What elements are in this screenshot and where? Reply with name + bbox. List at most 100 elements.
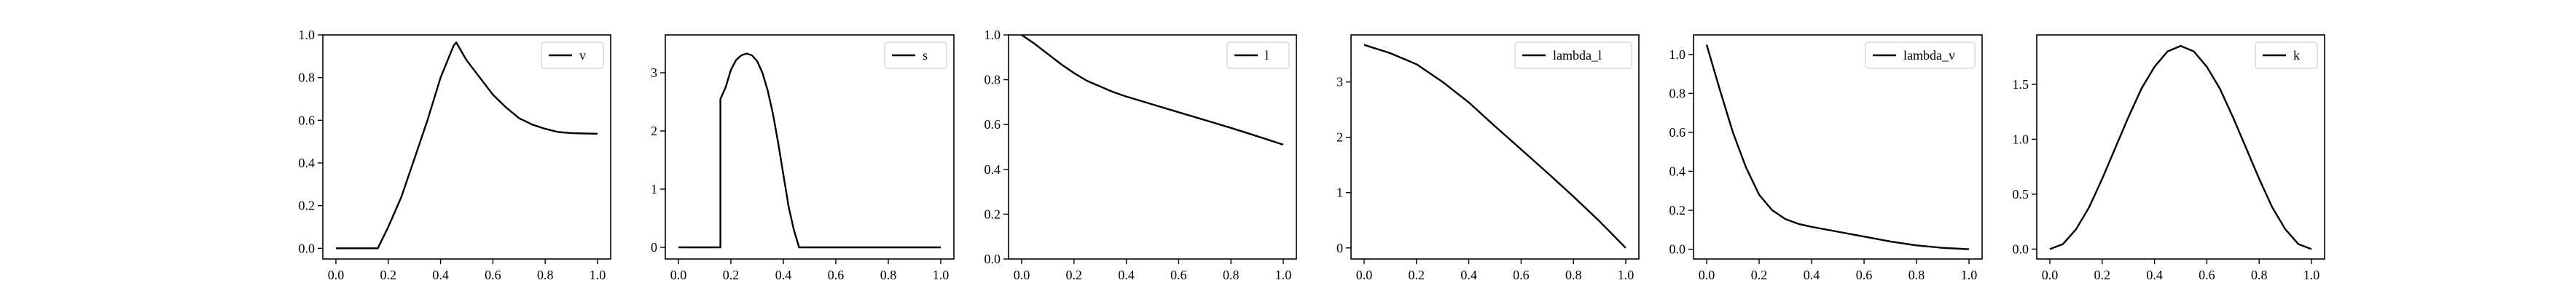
- legend-box: [541, 41, 604, 69]
- x-tick-label: 1.0: [1275, 268, 1292, 282]
- x-tick-label: 0.0: [670, 268, 687, 282]
- x-tick-label: 0.6: [485, 268, 501, 282]
- y-tick-label: 1: [1336, 186, 1343, 200]
- legend-label: k: [2293, 48, 2300, 63]
- y-tick-label: 0.6: [1669, 125, 1686, 140]
- y-tick-label: 0.8: [1669, 86, 1686, 100]
- x-tick-label: 1.0: [590, 268, 606, 282]
- axes-frame: [1350, 34, 1640, 260]
- legend-label: lambda_v: [1903, 48, 1955, 63]
- y-tick-label: 0.6: [984, 117, 1001, 132]
- axes-frame: [665, 34, 955, 260]
- x-tick-label: 0.4: [775, 268, 792, 282]
- series-line-s: [678, 52, 941, 249]
- y-tick-label: 0.0: [299, 241, 316, 255]
- legend: v: [541, 41, 604, 69]
- axes-frame: [2036, 34, 2325, 260]
- y-tick-label: 0.2: [1669, 203, 1686, 218]
- y-tick-label: 0.5: [2013, 187, 2029, 202]
- chart-panel-1: 0.0 0.2 0.4 0.6 0.8 1.0 0.0 0.2 0.4 0.6 0.8 1.0 v: [299, 28, 611, 282]
- x-tick-label: 1.0: [1618, 268, 1635, 282]
- series-line-lambda-l: [1363, 44, 1626, 249]
- y-tick-label: 3: [1336, 75, 1343, 89]
- x-tick-label: 0.0: [1699, 268, 1715, 282]
- x-tick-label: 0.4: [432, 268, 449, 282]
- legend-label: lambda_l: [1553, 48, 1602, 63]
- series-line-k: [2049, 44, 2312, 250]
- y-tick-label: 0: [1336, 241, 1343, 255]
- chart-panel-3: 0.0 0.2 0.4 0.6 0.8 1.0 0.0 0.2 0.4 0.6 0.8 1.0 l: [984, 28, 1297, 282]
- y-tick-label: 1.0: [984, 28, 1001, 42]
- chart-panel-4: 0.0 0.2 0.4 0.6 0.8 1.0 0 1 2 3 lambda_l: [1336, 34, 1640, 282]
- x-tick-label: 0.2: [1751, 268, 1768, 282]
- legend-label: s: [923, 48, 928, 63]
- x-tick-label: 0.8: [1223, 268, 1240, 282]
- legend-box: [2255, 41, 2318, 69]
- x-tick-label: 0.4: [1118, 268, 1135, 282]
- x-tick-label: 0.4: [1460, 268, 1477, 282]
- y-tick-label: 0.2: [984, 207, 1001, 221]
- axes-frame: [1008, 34, 1297, 260]
- y-tick-label: 1.0: [299, 28, 316, 42]
- legend: l: [1226, 41, 1290, 69]
- series-line-v: [336, 41, 598, 250]
- y-tick-label: 1.0: [2013, 132, 2029, 146]
- legend-box: [1514, 41, 1632, 69]
- y-tick-label: 0: [651, 240, 657, 255]
- x-tick-label: 0.6: [828, 268, 845, 282]
- x-tick-label: 0.8: [880, 268, 897, 282]
- y-tick-label: 0.4: [299, 156, 316, 170]
- x-tick-label: 0.2: [1066, 268, 1083, 282]
- chart-panel-2: 0.0 0.2 0.4 0.6 0.8 1.0 0 1 2 3 s: [651, 34, 955, 282]
- x-tick-label: 0.0: [2042, 268, 2059, 282]
- legend-label: v: [579, 48, 586, 63]
- legend: k: [2255, 41, 2318, 69]
- axes-frame: [1693, 34, 1983, 260]
- legend-box: [884, 41, 947, 69]
- y-tick-label: 0.0: [2013, 242, 2029, 256]
- legend: lambda_l: [1514, 41, 1632, 69]
- x-tick-label: 1.0: [2303, 268, 2320, 282]
- legend: s: [884, 41, 947, 69]
- y-tick-label: 0.8: [984, 73, 1001, 87]
- y-tick-label: 0.4: [1669, 164, 1686, 178]
- y-tick-label: 1.5: [2013, 77, 2029, 92]
- x-tick-label: 0.6: [1856, 268, 1873, 282]
- x-tick-label: 0.8: [537, 268, 554, 282]
- y-tick-label: 0.2: [299, 199, 316, 213]
- x-tick-label: 0.8: [1908, 268, 1925, 282]
- chart-panel-6: 0.0 0.2 0.4 0.6 0.8 1.0 0.0 0.5 1.0 1.5 k: [2013, 34, 2325, 282]
- series-line-l: [1021, 34, 1284, 146]
- y-tick-label: 1: [651, 182, 657, 196]
- y-tick-label: 0.6: [299, 113, 316, 127]
- series-line-lambda-v: [1705, 44, 1970, 250]
- x-tick-label: 0.8: [1565, 268, 1582, 282]
- x-tick-label: 0.2: [723, 268, 740, 282]
- y-tick-label: 1.0: [1669, 47, 1686, 62]
- x-tick-label: 0.0: [1014, 268, 1030, 282]
- legend: lambda_v: [1865, 41, 1976, 69]
- axes-frame: [322, 34, 611, 260]
- y-tick-label: 0.8: [299, 71, 316, 85]
- x-tick-label: 1.0: [933, 268, 950, 282]
- x-tick-label: 0.6: [2199, 268, 2215, 282]
- x-tick-label: 1.0: [1961, 268, 1978, 282]
- y-tick-label: 2: [651, 124, 657, 138]
- x-tick-label: 0.2: [380, 268, 397, 282]
- x-tick-label: 0.0: [328, 268, 345, 282]
- y-tick-label: 0.0: [1669, 242, 1686, 257]
- x-tick-label: 0.4: [2146, 268, 2163, 282]
- x-tick-label: 0.4: [1804, 268, 1820, 282]
- legend-label: l: [1265, 48, 1269, 63]
- legend-box: [1865, 41, 1976, 69]
- x-tick-label: 0.2: [1409, 268, 1425, 282]
- y-tick-label: 2: [1336, 130, 1343, 145]
- x-tick-label: 0.2: [2094, 268, 2111, 282]
- legend-box: [1226, 41, 1290, 69]
- x-tick-label: 0.6: [1513, 268, 1530, 282]
- x-tick-label: 0.8: [2251, 268, 2268, 282]
- y-tick-label: 0.4: [984, 162, 1001, 177]
- chart-panel-5: 0.0 0.2 0.4 0.6 0.8 1.0 0.0 0.2 0.4 0.6 0.8 1.0 lamb…: [1669, 34, 1983, 282]
- x-tick-label: 0.0: [1356, 268, 1373, 282]
